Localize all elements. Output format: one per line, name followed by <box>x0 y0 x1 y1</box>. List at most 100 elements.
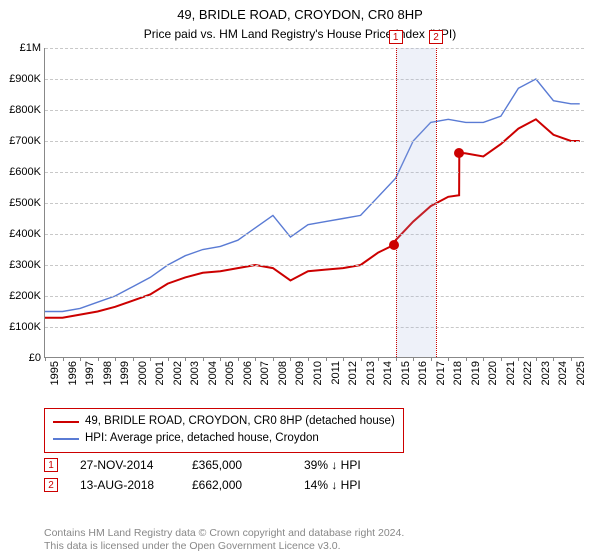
x-tick <box>203 357 204 361</box>
sale-dot <box>389 240 399 250</box>
x-axis-label: 2012 <box>347 361 359 385</box>
sale-row-badge: 2 <box>44 478 58 492</box>
x-tick <box>255 357 256 361</box>
x-tick <box>431 357 432 361</box>
x-tick <box>168 357 169 361</box>
sales-table: 1 27-NOV-2014 £365,000 39% ↓ HPI 2 13-AUG-201… <box>44 458 584 498</box>
gridline <box>45 172 584 173</box>
x-tick <box>98 357 99 361</box>
x-axis-label: 2020 <box>487 361 499 385</box>
x-axis-label: 2015 <box>400 361 412 385</box>
sale-date: 13-AUG-2018 <box>80 478 170 492</box>
x-tick <box>185 357 186 361</box>
x-axis-label: 2019 <box>470 361 482 385</box>
x-tick <box>413 357 414 361</box>
x-axis-label: 1999 <box>119 361 131 385</box>
sale-diff: 14% ↓ HPI <box>304 478 394 492</box>
x-tick <box>448 357 449 361</box>
x-tick <box>45 357 46 361</box>
x-tick <box>238 357 239 361</box>
gridline <box>45 265 584 266</box>
sale-row: 2 13-AUG-2018 £662,000 14% ↓ HPI <box>44 478 584 492</box>
sale-marker-line <box>396 48 397 357</box>
y-axis-label: £500K <box>9 197 41 209</box>
x-axis-label: 2004 <box>207 361 219 385</box>
x-axis-label: 2023 <box>540 361 552 385</box>
chart-container: 49, BRIDLE ROAD, CROYDON, CR0 8HP Price … <box>0 0 600 560</box>
x-tick <box>483 357 484 361</box>
sale-dot <box>454 148 464 158</box>
gridline <box>45 141 584 142</box>
series-line <box>45 119 580 317</box>
x-tick <box>80 357 81 361</box>
sale-diff: 39% ↓ HPI <box>304 458 394 472</box>
y-axis-label: £100K <box>9 321 41 333</box>
sale-marker-badge: 1 <box>389 30 403 44</box>
legend-item: 49, BRIDLE ROAD, CROYDON, CR0 8HP (detac… <box>53 413 395 430</box>
x-axis-label: 2006 <box>242 361 254 385</box>
x-tick <box>571 357 572 361</box>
x-axis-label: 2018 <box>452 361 464 385</box>
y-axis-label: £400K <box>9 228 41 240</box>
x-axis-label: 2008 <box>277 361 289 385</box>
x-axis-label: 1996 <box>67 361 79 385</box>
x-axis-label: 2011 <box>330 361 342 385</box>
sale-row-badge: 1 <box>44 458 58 472</box>
legend-item: HPI: Average price, detached house, Croy… <box>53 430 395 447</box>
series-line <box>45 79 580 312</box>
x-axis-label: 2009 <box>294 361 306 385</box>
x-axis-label: 1998 <box>102 361 114 385</box>
gridline <box>45 234 584 235</box>
x-tick <box>553 357 554 361</box>
x-axis-label: 2024 <box>557 361 569 385</box>
x-axis-label: 1995 <box>49 361 61 385</box>
x-axis-label: 2002 <box>172 361 184 385</box>
gridline <box>45 296 584 297</box>
x-axis-label: 2022 <box>522 361 534 385</box>
x-axis-label: 2021 <box>505 361 517 385</box>
x-tick <box>343 357 344 361</box>
sale-price: £365,000 <box>192 458 282 472</box>
x-axis-label: 2016 <box>417 361 429 385</box>
x-tick <box>115 357 116 361</box>
x-axis-label: 2025 <box>575 361 587 385</box>
plot-area: £0£100K£200K£300K£400K£500K£600K£700K£80… <box>44 48 584 358</box>
chart-title: 49, BRIDLE ROAD, CROYDON, CR0 8HP <box>0 0 600 24</box>
legend-label: 49, BRIDLE ROAD, CROYDON, CR0 8HP (detac… <box>85 413 395 430</box>
gridline <box>45 48 584 49</box>
x-axis-label: 2005 <box>224 361 236 385</box>
shaded-region <box>396 48 436 357</box>
x-tick <box>466 357 467 361</box>
legend-swatch <box>53 421 79 423</box>
x-axis-label: 1997 <box>84 361 96 385</box>
x-tick <box>273 357 274 361</box>
x-tick <box>308 357 309 361</box>
sale-date: 27-NOV-2014 <box>80 458 170 472</box>
x-axis-label: 2003 <box>189 361 201 385</box>
footer-line-1: Contains HM Land Registry data © Crown c… <box>44 527 404 541</box>
x-tick <box>63 357 64 361</box>
chart-subtitle: Price paid vs. HM Land Registry's House … <box>0 24 600 43</box>
x-tick <box>361 357 362 361</box>
sale-marker-line <box>436 48 437 357</box>
gridline <box>45 79 584 80</box>
y-axis-label: £600K <box>9 166 41 178</box>
x-tick <box>518 357 519 361</box>
x-tick <box>220 357 221 361</box>
legend: 49, BRIDLE ROAD, CROYDON, CR0 8HP (detac… <box>44 408 404 453</box>
y-axis-label: £1M <box>20 42 41 54</box>
x-axis-label: 2014 <box>382 361 394 385</box>
x-tick <box>536 357 537 361</box>
footer-line-2: This data is licensed under the Open Gov… <box>44 540 404 554</box>
gridline <box>45 203 584 204</box>
x-axis-label: 2013 <box>365 361 377 385</box>
y-axis-label: £700K <box>9 135 41 147</box>
sale-price: £662,000 <box>192 478 282 492</box>
y-axis-label: £0 <box>29 352 41 364</box>
gridline <box>45 110 584 111</box>
footer-text: Contains HM Land Registry data © Crown c… <box>44 527 404 554</box>
gridline <box>45 327 584 328</box>
sale-marker-badge: 2 <box>429 30 443 44</box>
x-tick <box>378 357 379 361</box>
x-tick <box>133 357 134 361</box>
